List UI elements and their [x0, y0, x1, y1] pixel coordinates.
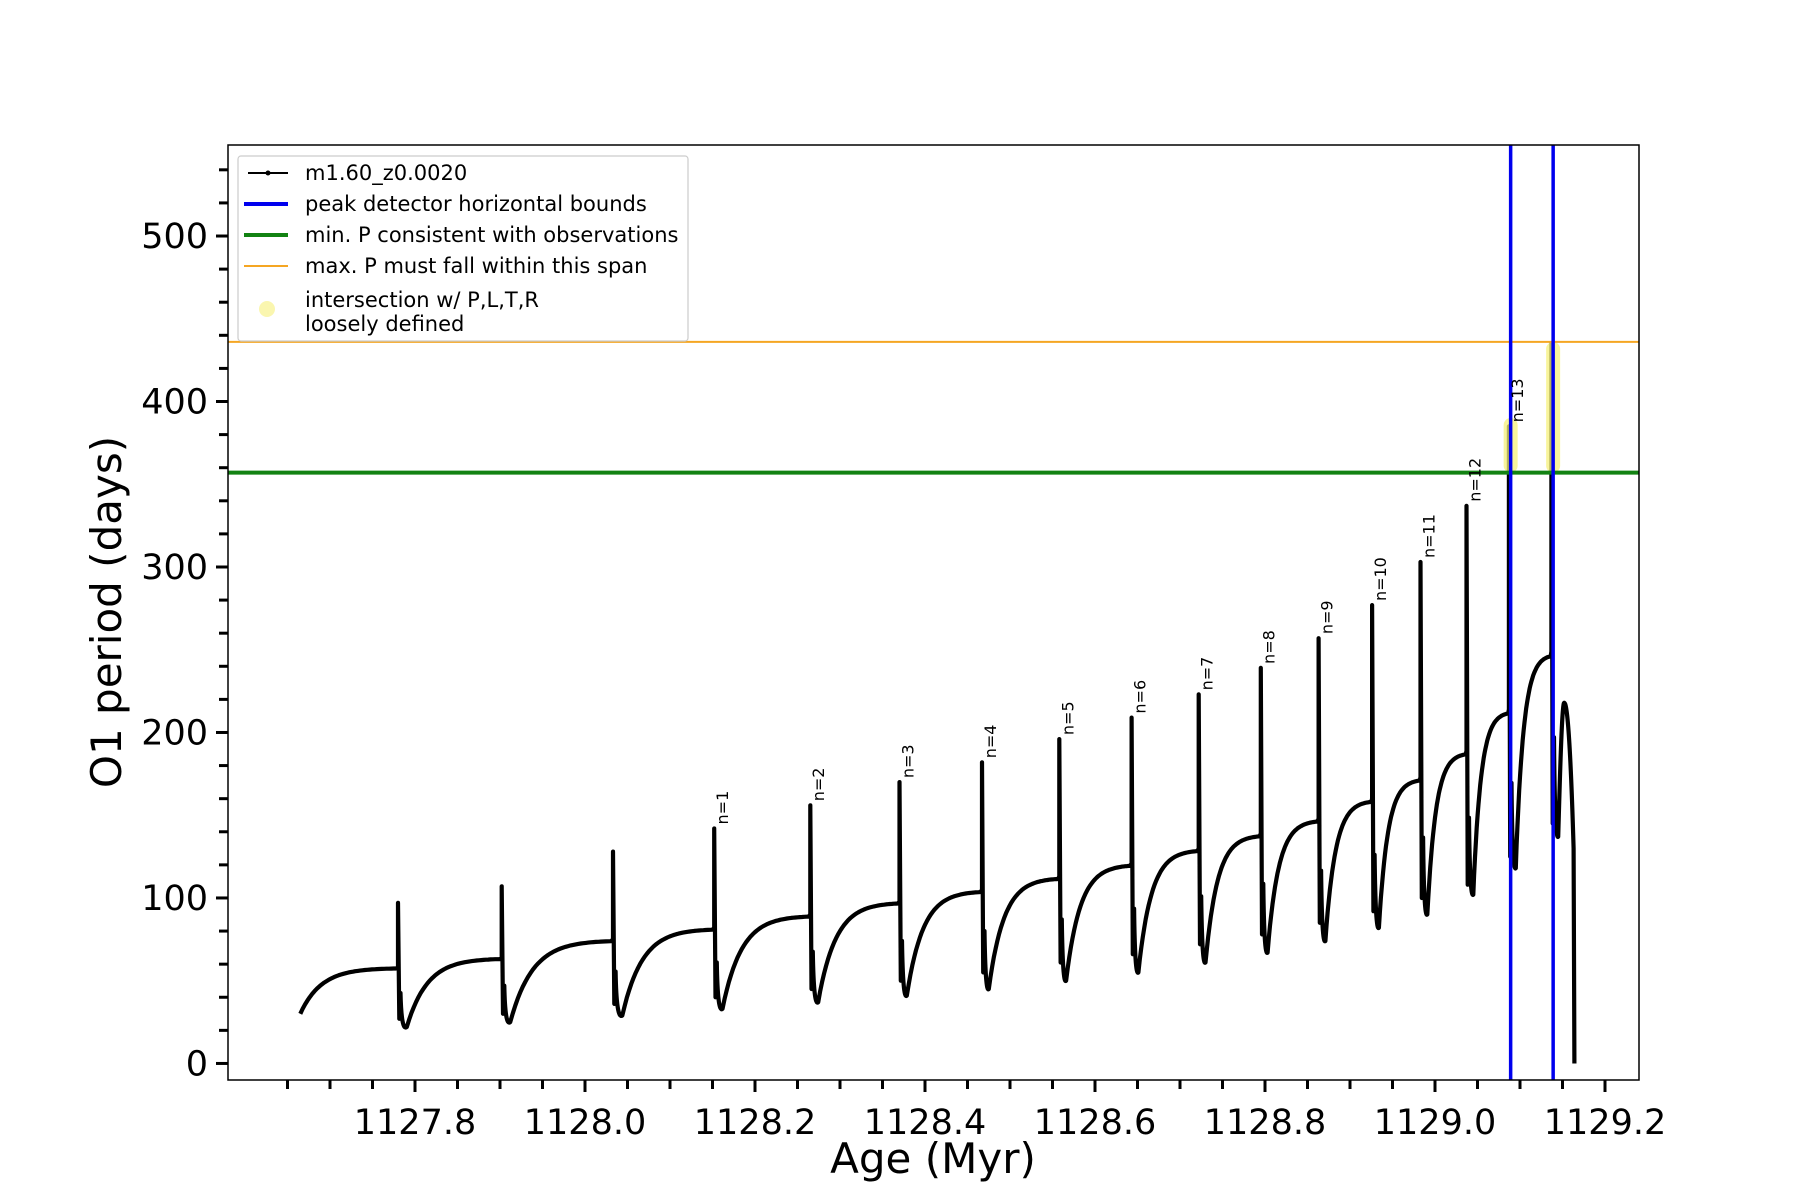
x-tick-label: 1129.0 [1374, 1103, 1496, 1143]
pulse-label: n=7 [1198, 657, 1217, 691]
axes-layer: 1127.8 1128.0 1128.2 1128.4 1128.6 1128.8 1129… [141, 168, 1666, 1143]
x-tick-label: 1127.8 [354, 1103, 476, 1143]
pulse-label: n=10 [1371, 557, 1390, 601]
x-axis-label: Age (Myr) [830, 1134, 1036, 1183]
pulse-label: n=4 [981, 725, 1000, 759]
y-tick-label: 500 [141, 217, 208, 257]
x-tick-label: 1129.2 [1544, 1103, 1666, 1143]
legend-item: m1.60_z0.0020 [248, 161, 467, 186]
legend-item: peak detector horizontal bounds [244, 192, 647, 216]
pulse-label: n=6 [1131, 680, 1150, 714]
pulse-label: n=2 [809, 768, 828, 802]
pulse-label: n=3 [899, 744, 918, 778]
legend-label: intersection w/ P,L,T,R [305, 288, 539, 312]
x-tick-label: 1128.8 [1204, 1103, 1326, 1143]
annotations-layer: n=1 n=2 n=3 n=4 n=5 n=6 n=7 n=8 n=9 n=10 n=11 n=12 n… [713, 378, 1527, 824]
legend-label: max. P must fall within this span [305, 254, 647, 278]
data-layer [298, 341, 1577, 1064]
plot-frame [227, 144, 1640, 1081]
series-line [298, 341, 1577, 1064]
pulse-label: n=13 [1508, 378, 1527, 422]
pulse-label: n=5 [1058, 701, 1077, 735]
x-tick-label: 1128.2 [694, 1103, 816, 1143]
pulse-label: n=8 [1260, 630, 1279, 664]
legend-marker [265, 170, 271, 176]
reference-lines-layer [228, 145, 1639, 1080]
legend-label: peak detector horizontal bounds [305, 192, 647, 216]
pulse-label: n=1 [713, 791, 732, 825]
pulse-label: n=9 [1318, 600, 1337, 634]
y-axis-label: O1 period (days) [82, 436, 131, 788]
y-tick-label: 200 [141, 713, 208, 753]
pulse-label: n=12 [1465, 458, 1484, 502]
legend-label-line2: loosely defined [305, 312, 464, 336]
x-tick-label: 1128.6 [1034, 1103, 1156, 1143]
x-tick-label: 1128.4 [864, 1103, 986, 1143]
legend-swatch [259, 301, 275, 317]
y-tick-label: 400 [141, 383, 208, 423]
legend-label: m1.60_z0.0020 [305, 161, 467, 186]
legend-item: min. P consistent with observations [244, 223, 678, 247]
x-tick-label: 1128.0 [524, 1103, 646, 1143]
legend-item: max. P must fall within this span [244, 254, 647, 278]
y-tick-label: 300 [141, 548, 208, 588]
y-tick-label: 0 [186, 1044, 208, 1084]
legend-label: min. P consistent with observations [305, 223, 678, 247]
y-tick-label: 100 [141, 879, 208, 919]
pulse-label: n=11 [1420, 514, 1439, 558]
legend-frame [237, 155, 689, 342]
